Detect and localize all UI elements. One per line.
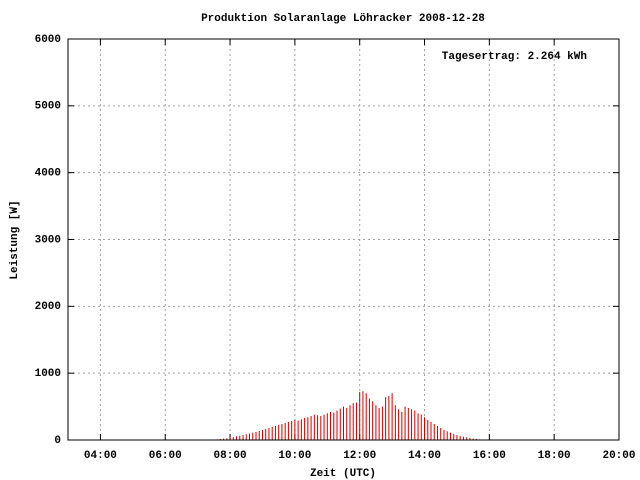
- plot-frame: [67, 38, 620, 441]
- x-tick-label: 04:00: [84, 450, 117, 462]
- y-axis-label: Leistung [W]: [9, 200, 21, 279]
- y-tick-label: 1000: [35, 368, 61, 380]
- x-tick-label: 12:00: [343, 450, 376, 462]
- y-tick-label: 5000: [35, 101, 61, 113]
- annotation: Tagesertrag: 2.264 kWh: [442, 51, 587, 63]
- x-tick-label: 08:00: [214, 450, 247, 462]
- x-tick-label: 20:00: [602, 450, 635, 462]
- y-tick-label: 3000: [35, 234, 61, 246]
- y-tick-label: 2000: [35, 301, 61, 313]
- x-tick-label: 10:00: [278, 450, 311, 462]
- y-tick-label: 0: [54, 435, 61, 447]
- chart-title: Produktion Solaranlage Löhracker 2008-12…: [201, 13, 485, 25]
- x-tick-label: 16:00: [473, 450, 506, 462]
- x-axis-label: Zeit (UTC): [310, 468, 376, 480]
- x-tick-label: 14:00: [408, 450, 441, 462]
- x-tick-label: 06:00: [149, 450, 182, 462]
- y-tick-label: 6000: [35, 34, 61, 46]
- x-tick-label: 18:00: [538, 450, 571, 462]
- y-tick-label: 4000: [35, 168, 61, 180]
